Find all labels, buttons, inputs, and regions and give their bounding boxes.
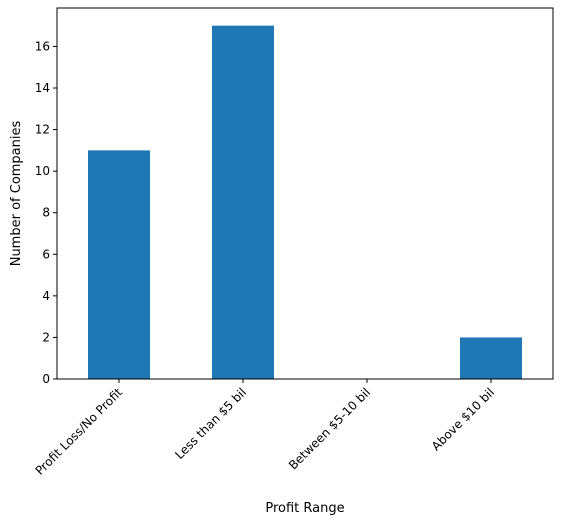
y-tick-label: 10	[35, 164, 50, 178]
y-axis-ticks: 0 2 4 6 8 10 12 14 16	[35, 39, 57, 386]
y-tick-label: 12	[35, 123, 50, 137]
x-axis-ticks: Profit Loss/No Profit Less than $5 bil Bet…	[33, 379, 497, 478]
x-tick-label: Profit Loss/No Profit	[33, 385, 126, 478]
y-tick-label: 6	[42, 247, 50, 261]
y-tick-label: 4	[42, 289, 50, 303]
y-tick-label: 2	[42, 330, 50, 344]
bar-1	[212, 25, 274, 380]
y-tick-label: 0	[42, 372, 50, 386]
bars-group	[88, 25, 522, 380]
x-tick-label: Less than $5 bil	[172, 385, 249, 462]
x-tick-label: Between $5-10 bil	[286, 385, 373, 472]
y-tick-label: 8	[42, 206, 50, 220]
plot-frame	[56, 7, 554, 380]
x-axis-label: Profit Range	[265, 501, 344, 516]
bar-0	[88, 150, 150, 379]
y-tick-label: 14	[35, 81, 50, 95]
y-axis-label: Number of Companies	[9, 121, 24, 267]
x-tick-label: Above $10 bil	[429, 385, 497, 453]
bar-3	[460, 337, 522, 379]
y-tick-label: 16	[35, 39, 50, 53]
